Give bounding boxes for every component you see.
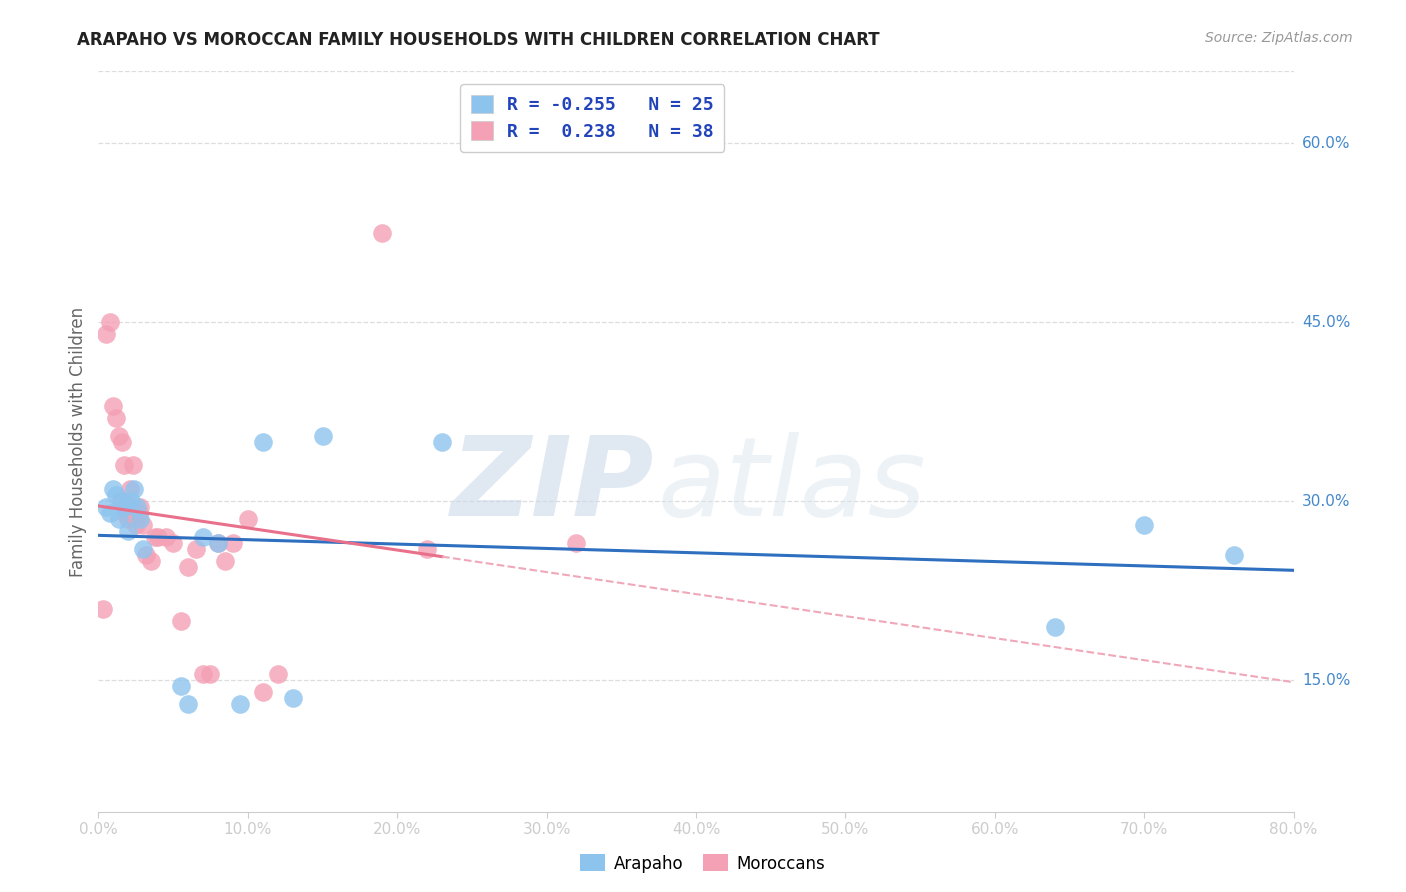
Point: [252, 434, 274, 449]
Point: [121, 458, 143, 473]
Point: [148, 530, 170, 544]
Point: [1133, 518, 1156, 533]
Point: [132, 518, 155, 533]
Legend: Arapaho, Moroccans: Arapaho, Moroccans: [574, 847, 832, 880]
Point: [162, 536, 184, 550]
Text: 60.0%: 60.0%: [1302, 136, 1350, 151]
Point: [139, 554, 162, 568]
Point: [177, 698, 200, 712]
Point: [236, 512, 259, 526]
Point: [114, 506, 136, 520]
Point: [120, 500, 142, 515]
Point: [117, 524, 139, 538]
Point: [111, 434, 134, 449]
Point: [281, 691, 304, 706]
Point: [112, 458, 135, 473]
Point: [184, 541, 207, 556]
Point: [117, 512, 139, 526]
Text: 15.0%: 15.0%: [1302, 673, 1350, 688]
Text: ARAPAHO VS MOROCCAN FAMILY HOUSEHOLDS WITH CHILDREN CORRELATION CHART: ARAPAHO VS MOROCCAN FAMILY HOUSEHOLDS WI…: [77, 31, 880, 49]
Point: [143, 530, 166, 544]
Point: [120, 494, 142, 508]
Point: [108, 512, 131, 526]
Point: [371, 226, 394, 240]
Point: [267, 667, 290, 681]
Point: [132, 541, 155, 556]
Point: [207, 536, 229, 550]
Point: [207, 536, 229, 550]
Point: [98, 315, 122, 329]
Point: [129, 512, 152, 526]
Point: [430, 434, 453, 449]
Point: [103, 483, 125, 497]
Point: [311, 428, 333, 442]
Point: [222, 536, 245, 550]
Point: [111, 494, 134, 508]
Point: [214, 554, 236, 568]
Point: [103, 399, 125, 413]
Y-axis label: Family Households with Children: Family Households with Children: [69, 307, 87, 576]
Point: [118, 483, 141, 497]
Point: [416, 541, 439, 556]
Point: [1223, 548, 1246, 562]
Point: [94, 327, 117, 342]
Point: [155, 530, 177, 544]
Point: [252, 685, 274, 699]
Text: Source: ZipAtlas.com: Source: ZipAtlas.com: [1205, 31, 1353, 45]
Point: [127, 500, 149, 515]
Text: 30.0%: 30.0%: [1302, 494, 1350, 508]
Point: [105, 488, 128, 502]
Point: [1043, 619, 1066, 633]
Point: [128, 506, 150, 520]
Point: [98, 506, 122, 520]
Point: [177, 560, 200, 574]
Point: [110, 494, 132, 508]
Point: [191, 667, 214, 681]
Point: [125, 518, 148, 533]
Point: [135, 548, 157, 562]
Point: [129, 500, 152, 515]
Text: atlas: atlas: [658, 433, 927, 540]
Point: [169, 679, 191, 693]
Text: 45.0%: 45.0%: [1302, 315, 1350, 330]
Point: [191, 530, 214, 544]
Point: [91, 601, 114, 615]
Point: [565, 536, 588, 550]
Point: [94, 500, 117, 515]
Point: [229, 698, 252, 712]
Point: [169, 614, 191, 628]
Text: ZIP: ZIP: [451, 433, 654, 540]
Point: [114, 500, 136, 515]
Point: [124, 483, 146, 497]
Point: [200, 667, 222, 681]
Point: [108, 428, 131, 442]
Legend: R = -0.255   N = 25, R =  0.238   N = 38: R = -0.255 N = 25, R = 0.238 N = 38: [460, 84, 724, 152]
Point: [105, 410, 128, 425]
